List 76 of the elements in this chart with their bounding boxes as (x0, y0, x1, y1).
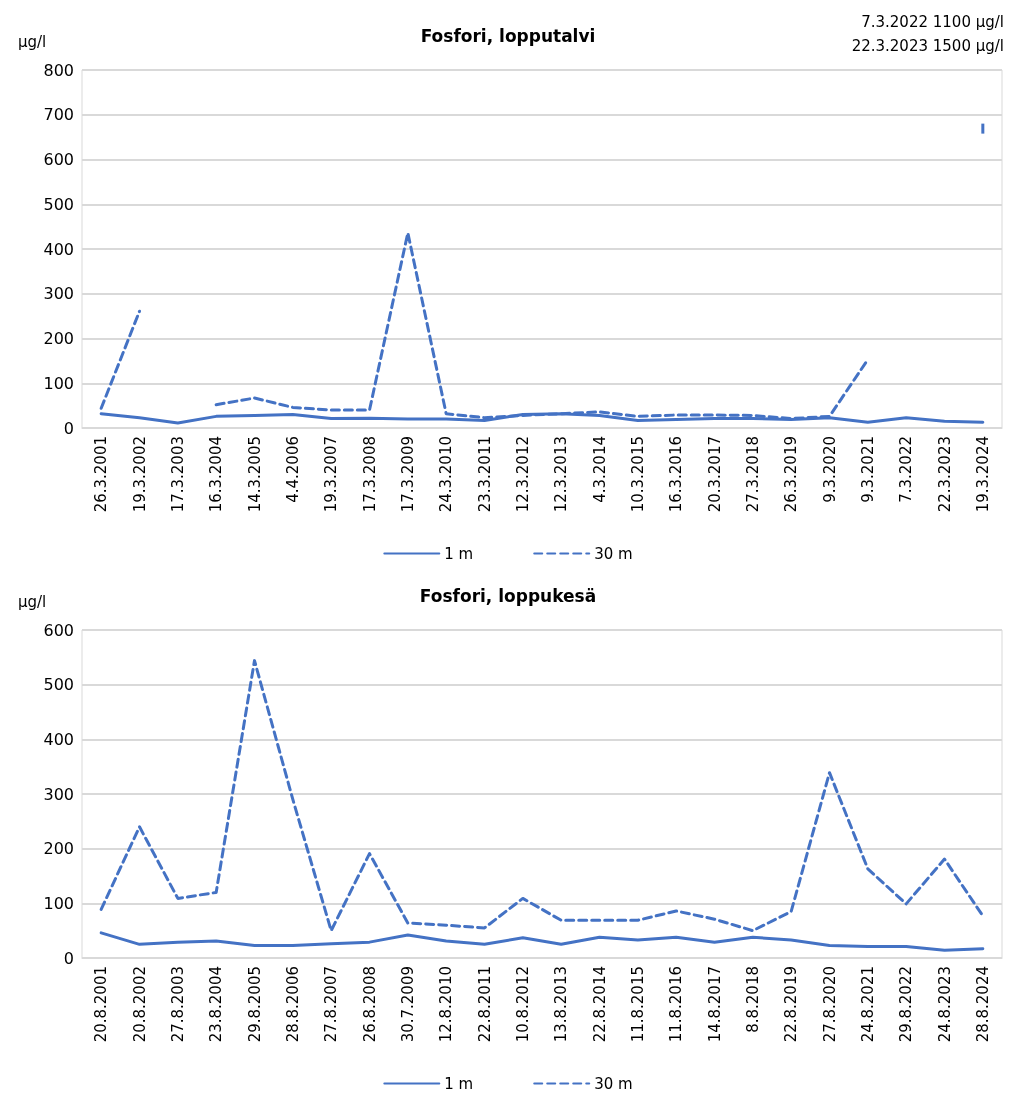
x-tick-label: 20.8.2001 (92, 966, 111, 1043)
x-tick-label: 27.8.2007 (322, 966, 341, 1043)
y-tick-label: 300 (43, 284, 74, 304)
x-tick-label: 23.3.2011 (475, 436, 494, 513)
x-tick-label: 9.3.2020 (820, 436, 839, 503)
x-tick-label: 16.3.2004 (207, 436, 226, 513)
x-tick-label: 22.3.2023 (935, 436, 954, 513)
x-tick-label: 8.8.2018 (743, 966, 762, 1033)
x-tick-label: 27.8.2020 (820, 966, 839, 1043)
x-tick-label: 7.3.2022 (897, 436, 916, 503)
x-tick-label: 17.3.2008 (360, 436, 379, 513)
x-tick-label: 17.3.2003 (168, 436, 187, 513)
x-tick-label: 17.3.2009 (398, 436, 417, 513)
y-tick-label: 700 (43, 105, 74, 125)
legend-label: 30 m (594, 544, 633, 563)
x-tick-label: 12.3.2013 (552, 436, 571, 513)
legend-label: 30 m (594, 1074, 633, 1093)
y-tick-label: 300 (43, 784, 74, 804)
chart-title: Fosfori, loppukesä (419, 585, 597, 606)
y-tick-label: 600 (43, 620, 74, 640)
x-tick-label: 14.3.2005 (245, 436, 264, 513)
line-series (99, 659, 985, 933)
y-axis-title: µg/l (18, 32, 47, 51)
x-tick-label: 11.8.2016 (667, 966, 686, 1043)
x-tick-label: 10.3.2015 (628, 436, 647, 513)
x-tick-label: 16.3.2016 (667, 436, 686, 513)
x-tick-label: 24.3.2010 (437, 436, 456, 513)
x-tick-label: 22.8.2019 (782, 966, 801, 1043)
chart-title: Fosfori, lopputalvi (420, 25, 596, 46)
text: 7.3.2022 1100 µg/l (861, 12, 1004, 31)
x-tick-label: 4.4.2006 (283, 436, 302, 503)
y-tick-label: 400 (43, 729, 74, 749)
line-series (99, 931, 985, 952)
y-tick-label: 0 (63, 418, 74, 438)
y-tick-label: 100 (43, 373, 74, 393)
x-tick-label: 9.3.2021 (858, 436, 877, 503)
text: 22.3.2023 1500 µg/l (851, 36, 1005, 55)
x-tick-label: 4.3.2014 (590, 436, 609, 503)
x-tick-label: 26.8.2008 (360, 966, 379, 1043)
x-tick-label: 14.8.2017 (705, 966, 724, 1043)
x-tick-label: 22.8.2011 (475, 966, 494, 1043)
x-tick-label: 24.8.2023 (935, 966, 954, 1043)
x-tick-label: 10.8.2012 (513, 966, 532, 1043)
x-tick-label: 26.3.2019 (782, 436, 801, 513)
x-tick-label: 28.8.2006 (283, 966, 302, 1043)
y-tick-label: 800 (43, 60, 74, 80)
x-tick-label: 29.8.2005 (245, 966, 264, 1043)
y-tick-label: 600 (43, 150, 74, 169)
x-tick-label: 22.8.2014 (590, 966, 609, 1043)
x-tick-label: 24.8.2021 (858, 966, 877, 1043)
y-tick-label: 0 (63, 948, 74, 968)
y-axis-title: µg/l (18, 592, 47, 611)
y-tick-label: 500 (43, 194, 74, 214)
y-tick-label: 200 (43, 329, 74, 348)
x-tick-label: 29.8.2022 (897, 966, 916, 1043)
y-tick-label: 400 (43, 239, 74, 259)
x-tick-label: 19.3.2024 (973, 436, 992, 513)
x-tick-label: 30.7.2009 (398, 966, 417, 1043)
x-tick-label: 20.8.2002 (130, 966, 149, 1043)
y-tick-label: 500 (43, 675, 74, 695)
x-tick-label: 19.3.2002 (130, 436, 149, 513)
x-tick-label: 12.3.2012 (513, 436, 532, 513)
x-tick-label: 28.8.2024 (973, 966, 992, 1043)
y-tick-label: 200 (43, 839, 74, 859)
x-tick-label: 23.8.2004 (207, 966, 226, 1043)
x-tick-label: 20.3.2017 (705, 436, 724, 513)
x-tick-label: 13.8.2013 (552, 966, 571, 1043)
x-tick-label: 11.8.2015 (628, 966, 647, 1043)
x-tick-label: 27.8.2003 (168, 966, 187, 1043)
legend-label: 1 m (444, 544, 474, 563)
y-tick-label: 100 (43, 893, 74, 913)
x-tick-label: 26.3.2001 (92, 436, 111, 513)
x-tick-label: 12.8.2010 (437, 966, 456, 1043)
x-tick-label: 19.3.2007 (322, 436, 341, 513)
legend-label: 1 m (444, 1074, 474, 1093)
x-tick-label: 27.3.2018 (743, 436, 762, 513)
